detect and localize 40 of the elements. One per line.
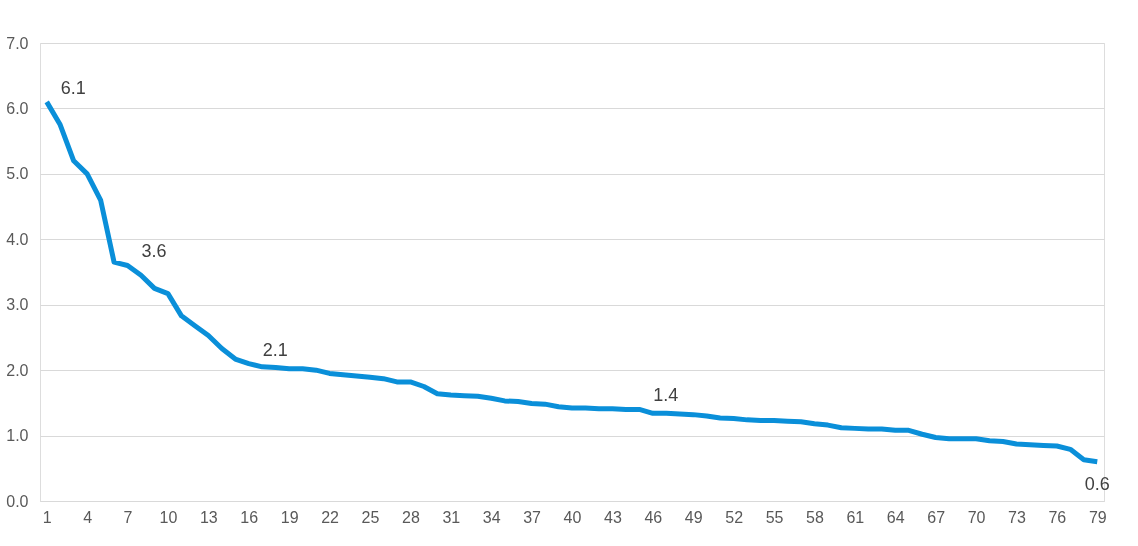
x-tick-label: 46 bbox=[644, 508, 663, 526]
x-tick-label: 55 bbox=[765, 508, 784, 526]
data-label: 1.4 bbox=[653, 385, 679, 406]
x-tick-label: 64 bbox=[886, 508, 905, 526]
x-tick-label: 16 bbox=[240, 508, 259, 526]
data-label: 6.1 bbox=[60, 77, 86, 98]
x-tick-label: 58 bbox=[806, 508, 824, 526]
x-tick-label: 7 bbox=[123, 508, 133, 526]
x-tick-label: 61 bbox=[846, 508, 865, 526]
y-tick-label: 2.0 bbox=[6, 361, 29, 379]
y-tick-label: 6.0 bbox=[6, 99, 29, 117]
x-tick-label: 31 bbox=[442, 508, 461, 526]
x-tick-label: 49 bbox=[684, 508, 703, 526]
x-tick-label: 43 bbox=[604, 508, 622, 526]
y-tick-label: 3.0 bbox=[6, 296, 29, 314]
data-label: 0.6 bbox=[1084, 473, 1110, 494]
x-tick-label: 1 bbox=[42, 508, 52, 526]
x-tick-label: 40 bbox=[563, 508, 582, 526]
y-tick-label: 4.0 bbox=[6, 230, 29, 248]
x-tick-label: 4 bbox=[83, 508, 93, 526]
x-tick-label: 73 bbox=[1008, 508, 1026, 526]
x-tick-label: 19 bbox=[280, 508, 299, 526]
x-tick-label: 70 bbox=[967, 508, 986, 526]
y-tick-label: 7.0 bbox=[6, 34, 29, 52]
x-tick-label: 10 bbox=[159, 508, 178, 526]
x-tick-label: 67 bbox=[927, 508, 946, 526]
x-tick-label: 25 bbox=[361, 508, 380, 526]
y-tick-label: 0.0 bbox=[6, 492, 29, 510]
x-tick-label: 22 bbox=[321, 508, 340, 526]
data-label: 2.1 bbox=[262, 339, 288, 360]
x-tick-label: 13 bbox=[199, 508, 218, 526]
x-tick-label: 28 bbox=[401, 508, 420, 526]
x-tick-label: 79 bbox=[1088, 508, 1107, 526]
x-tick-label: 76 bbox=[1048, 508, 1067, 526]
x-tick-label: 37 bbox=[523, 508, 542, 526]
y-tick-label: 5.0 bbox=[6, 165, 29, 183]
y-tick-label: 1.0 bbox=[6, 427, 29, 445]
x-tick-label: 34 bbox=[482, 508, 501, 526]
x-tick-label: 52 bbox=[725, 508, 744, 526]
data-label: 3.6 bbox=[141, 241, 167, 262]
